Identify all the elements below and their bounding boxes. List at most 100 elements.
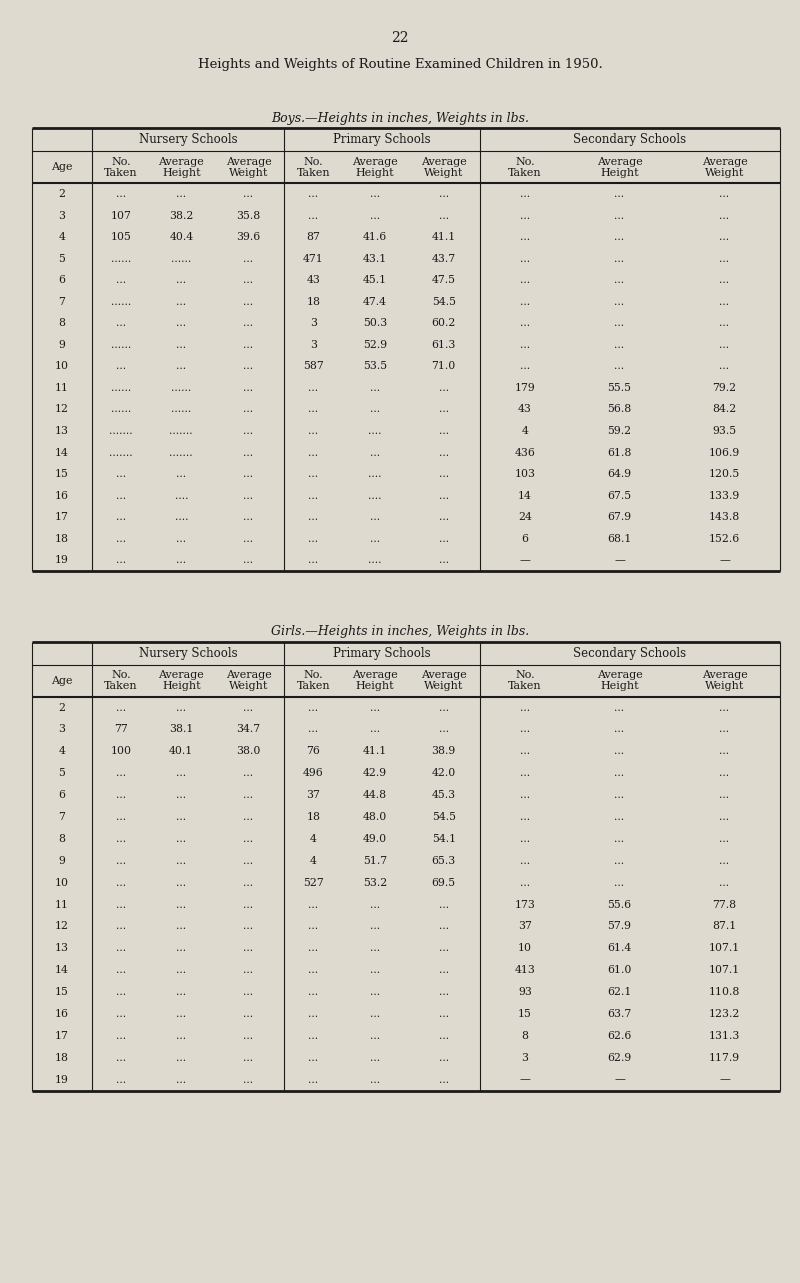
Text: 152.6: 152.6: [709, 534, 740, 544]
Text: 436: 436: [514, 448, 535, 458]
Text: ......: ......: [171, 404, 191, 414]
Text: No.
Taken: No. Taken: [297, 670, 330, 692]
Text: ...: ...: [614, 254, 625, 264]
Text: ...: ...: [614, 210, 625, 221]
Text: 143.8: 143.8: [709, 512, 740, 522]
Text: 64.9: 64.9: [607, 470, 631, 479]
Text: 41.6: 41.6: [363, 232, 387, 242]
Text: 527: 527: [303, 878, 324, 888]
Text: ...: ...: [243, 404, 254, 414]
Text: ...: ...: [308, 921, 318, 931]
Text: 45.1: 45.1: [363, 276, 387, 285]
Text: 53.2: 53.2: [363, 878, 387, 888]
Text: ...: ...: [243, 1053, 254, 1062]
Text: ...: ...: [176, 362, 186, 372]
Text: ...: ...: [438, 448, 449, 458]
Text: ....: ....: [368, 470, 382, 479]
Text: ...: ...: [308, 965, 318, 975]
Text: ...: ...: [116, 965, 126, 975]
Text: 2: 2: [58, 703, 66, 712]
Text: Primary Schools: Primary Schools: [333, 647, 431, 659]
Text: 42.0: 42.0: [432, 769, 456, 779]
Text: ...: ...: [438, 987, 449, 997]
Text: No.
Taken: No. Taken: [508, 670, 542, 692]
Text: ...: ...: [520, 232, 530, 242]
Text: 54.5: 54.5: [432, 812, 456, 822]
Text: ...: ...: [176, 703, 186, 712]
Text: ...: ...: [520, 210, 530, 221]
Text: ...: ...: [370, 943, 380, 953]
Text: ...: ...: [116, 790, 126, 801]
Text: 24: 24: [518, 512, 532, 522]
Text: 14: 14: [55, 965, 69, 975]
Text: ...: ...: [438, 382, 449, 393]
Text: Average
Weight: Average Weight: [421, 670, 466, 692]
Text: ...: ...: [308, 382, 318, 393]
Text: ......: ......: [171, 254, 191, 264]
Text: ...: ...: [520, 189, 530, 199]
Text: 38.0: 38.0: [236, 747, 261, 757]
Text: Primary Schools: Primary Schools: [333, 133, 431, 146]
Text: ...: ...: [308, 426, 318, 436]
Text: 67.5: 67.5: [607, 490, 631, 500]
Text: ...: ...: [438, 512, 449, 522]
Text: ...: ...: [176, 790, 186, 801]
Text: No.
Taken: No. Taken: [508, 157, 542, 178]
Text: 52.9: 52.9: [363, 340, 387, 350]
Text: —: —: [719, 1075, 730, 1084]
Text: 51.7: 51.7: [363, 856, 387, 866]
Text: Average
Height: Average Height: [158, 670, 204, 692]
Text: 17: 17: [55, 1030, 69, 1041]
Text: 110.8: 110.8: [709, 987, 740, 997]
Text: 68.1: 68.1: [607, 534, 632, 544]
Text: ...: ...: [719, 790, 730, 801]
Text: 123.2: 123.2: [709, 1008, 740, 1019]
Text: 18: 18: [55, 534, 69, 544]
Text: ...: ...: [243, 790, 254, 801]
Text: ...: ...: [438, 1030, 449, 1041]
Text: ...: ...: [438, 426, 449, 436]
Text: 7: 7: [58, 812, 66, 822]
Text: 41.1: 41.1: [363, 747, 387, 757]
Text: 3: 3: [58, 725, 66, 734]
Text: ...: ...: [520, 340, 530, 350]
Text: 54.1: 54.1: [432, 834, 456, 844]
Text: .......: .......: [170, 426, 193, 436]
Text: ...: ...: [116, 703, 126, 712]
Text: 71.0: 71.0: [432, 362, 456, 372]
Text: 13: 13: [55, 943, 69, 953]
Text: ...: ...: [520, 856, 530, 866]
Text: ...: ...: [176, 812, 186, 822]
Text: ...: ...: [116, 512, 126, 522]
Text: 117.9: 117.9: [709, 1053, 740, 1062]
Text: ...: ...: [438, 189, 449, 199]
Text: ...: ...: [308, 512, 318, 522]
Text: ...: ...: [614, 856, 625, 866]
Text: 43: 43: [518, 404, 532, 414]
Text: ...: ...: [370, 1030, 380, 1041]
Text: ...: ...: [243, 856, 254, 866]
Text: ...: ...: [176, 987, 186, 997]
Text: 55.5: 55.5: [607, 382, 631, 393]
Text: ...: ...: [176, 1030, 186, 1041]
Text: Age: Age: [51, 676, 73, 685]
Text: ...: ...: [243, 899, 254, 910]
Text: ...: ...: [370, 965, 380, 975]
Text: 16: 16: [55, 490, 69, 500]
Text: 7: 7: [58, 296, 66, 307]
Text: ...: ...: [370, 725, 380, 734]
Text: ...: ...: [438, 490, 449, 500]
Text: ....: ....: [174, 512, 188, 522]
Text: 6: 6: [58, 276, 66, 285]
Text: 133.9: 133.9: [709, 490, 740, 500]
Text: ...: ...: [116, 189, 126, 199]
Text: 12: 12: [55, 404, 69, 414]
Text: 93.5: 93.5: [713, 426, 737, 436]
Text: ...: ...: [520, 878, 530, 888]
Text: ...: ...: [438, 703, 449, 712]
Text: Average
Weight: Average Weight: [702, 157, 747, 178]
Text: ...: ...: [719, 769, 730, 779]
Text: ...: ...: [520, 769, 530, 779]
Text: ...: ...: [308, 725, 318, 734]
Text: 45.3: 45.3: [432, 790, 456, 801]
